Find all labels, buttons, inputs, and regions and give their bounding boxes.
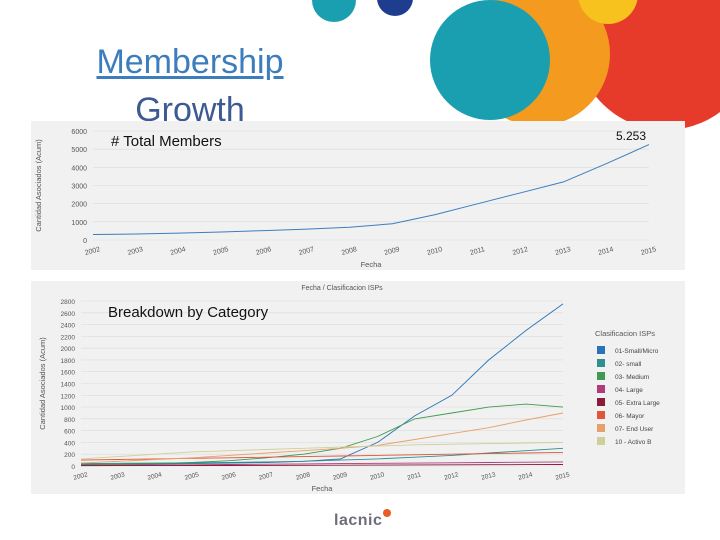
category-chart-panel: 0 200 400 600 800 1000 1200 1400 1600 1800 2000 220… bbox=[31, 281, 685, 494]
legend-label: 07- End User bbox=[615, 426, 654, 433]
y-tick-label: 200 bbox=[64, 452, 75, 459]
x-tick-label: 2014 bbox=[597, 246, 614, 257]
y-tick-label: 2000 bbox=[71, 202, 87, 209]
total-members-caption: # Total Members bbox=[111, 133, 222, 150]
y-tick-label: 1200 bbox=[61, 393, 76, 400]
x-tick-label: 2003 bbox=[110, 471, 126, 482]
x-tick-label: 2011 bbox=[469, 246, 485, 257]
legend-swatch bbox=[597, 437, 605, 445]
decorative-circles bbox=[312, 0, 720, 130]
legend-label: 04- Large bbox=[615, 387, 643, 394]
y-tick-label: 2400 bbox=[61, 323, 76, 330]
y-tick-label: 2600 bbox=[61, 311, 76, 318]
legend-swatch bbox=[597, 346, 605, 354]
total-members-chart: 0 1000 2000 3000 4000 5000 6000 2002 2003 2004 200… bbox=[34, 129, 657, 269]
x-tick-label: 2005 bbox=[212, 246, 229, 257]
legend-label: 10 - Activo B bbox=[615, 439, 652, 446]
legend-swatch bbox=[597, 398, 605, 406]
y-tick-label: 4000 bbox=[71, 165, 87, 172]
x-tick-label: 2010 bbox=[369, 471, 385, 482]
total-members-annotation: 5.253 bbox=[616, 129, 647, 143]
category-caption: Breakdown by Category bbox=[108, 304, 269, 321]
x-tick-label: 2009 bbox=[332, 471, 348, 482]
legend-swatch bbox=[597, 411, 605, 419]
y-tick-label: 1000 bbox=[61, 405, 76, 412]
x-tick-label: 2006 bbox=[221, 471, 237, 482]
total-members-chart-panel: 0 1000 2000 3000 4000 5000 6000 2002 2003 2004 200… bbox=[31, 121, 685, 270]
deco-teal-circle-small bbox=[312, 0, 356, 22]
legend-label: 01-Small/Micro bbox=[615, 348, 659, 355]
series-line bbox=[92, 144, 650, 235]
y-tick-label: 800 bbox=[64, 417, 75, 424]
y-tick-label: 2800 bbox=[61, 299, 76, 306]
y-tick-label: 5000 bbox=[71, 147, 87, 154]
x-tick-label: 2013 bbox=[481, 471, 497, 482]
x-tick-label: 2007 bbox=[298, 246, 315, 257]
x-tick-label: 2015 bbox=[640, 246, 657, 257]
lacnic-logo-text: lacnic bbox=[334, 512, 383, 529]
x-tick-label: 2011 bbox=[407, 471, 423, 481]
series-line bbox=[80, 464, 564, 467]
x-tick-label: 2012 bbox=[443, 471, 459, 482]
y-tick-label: 1400 bbox=[61, 382, 76, 389]
x-tick-label: 2008 bbox=[341, 246, 358, 257]
deco-teal-circle-large bbox=[430, 0, 550, 120]
y-tick-label: 400 bbox=[64, 440, 75, 447]
y-axis-title: Cantidad Asociados (Acum) bbox=[34, 139, 43, 232]
y-axis-title: Cantidad Asociados (Acum) bbox=[38, 337, 47, 430]
y-tick-label: 3000 bbox=[71, 184, 87, 191]
slide-title-line1: Membership bbox=[96, 43, 284, 81]
x-axis-title: Fecha bbox=[361, 260, 383, 269]
y-tick-label: 0 bbox=[71, 464, 75, 471]
x-tick-label: 2002 bbox=[84, 246, 101, 257]
x-tick-label: 2014 bbox=[518, 471, 534, 482]
series-line bbox=[80, 412, 564, 464]
x-tick-label: 2004 bbox=[147, 471, 163, 482]
legend-title: Clasificacion ISPs bbox=[595, 329, 655, 338]
x-tick-label: 2007 bbox=[258, 471, 274, 482]
lacnic-logo-dot-icon bbox=[383, 509, 392, 517]
legend-swatch bbox=[597, 372, 605, 380]
series-line bbox=[80, 441, 564, 460]
x-tick-label: 2010 bbox=[426, 246, 443, 257]
x-tick-label: 2013 bbox=[555, 246, 572, 257]
y-tick-label: 600 bbox=[64, 429, 75, 436]
x-axis-title: Fecha bbox=[312, 484, 334, 493]
y-tick-label: 1000 bbox=[71, 220, 87, 227]
legend-label: 06- Mayor bbox=[615, 413, 645, 420]
x-tick-label: 2008 bbox=[295, 471, 311, 482]
category-breakdown-chart: 0 200 400 600 800 1000 1200 1400 1600 1800 2000 220… bbox=[38, 285, 660, 493]
chart-title: Fecha / Clasificacion ISPs bbox=[301, 285, 383, 292]
legend-swatch bbox=[597, 385, 605, 393]
slide-title: Membership Growth bbox=[60, 38, 320, 134]
y-tick-label: 2000 bbox=[61, 346, 76, 353]
x-tick-label: 2012 bbox=[512, 246, 529, 257]
legend-label: 05- Extra Large bbox=[615, 400, 660, 407]
series-line bbox=[80, 403, 564, 466]
x-tick-label: 2009 bbox=[384, 246, 401, 257]
series-line bbox=[80, 461, 564, 466]
series-line bbox=[80, 451, 564, 461]
y-tick-label: 6000 bbox=[71, 129, 87, 136]
deco-yellow-circle bbox=[578, 0, 638, 24]
x-tick-label: 2002 bbox=[73, 471, 89, 482]
y-tick-label: 2200 bbox=[61, 334, 76, 341]
y-tick-label: 0 bbox=[83, 238, 87, 245]
deco-darkblue-circle bbox=[377, 0, 413, 16]
x-tick-label: 2003 bbox=[127, 246, 144, 257]
x-tick-label: 2004 bbox=[170, 246, 187, 257]
lacnic-logo: lacnic bbox=[334, 509, 392, 530]
legend-label: 02- small bbox=[615, 361, 642, 368]
legend-swatch bbox=[597, 359, 605, 367]
deco-red-circle bbox=[576, 0, 720, 130]
legend-label: 03- Medium bbox=[615, 374, 649, 381]
legend-swatch bbox=[597, 424, 605, 432]
x-tick-label: 2015 bbox=[555, 471, 571, 482]
y-tick-label: 1600 bbox=[61, 370, 76, 377]
x-tick-label: 2006 bbox=[255, 246, 272, 257]
x-tick-label: 2005 bbox=[184, 471, 200, 482]
y-tick-label: 1800 bbox=[61, 358, 76, 365]
series-line bbox=[81, 303, 564, 465]
